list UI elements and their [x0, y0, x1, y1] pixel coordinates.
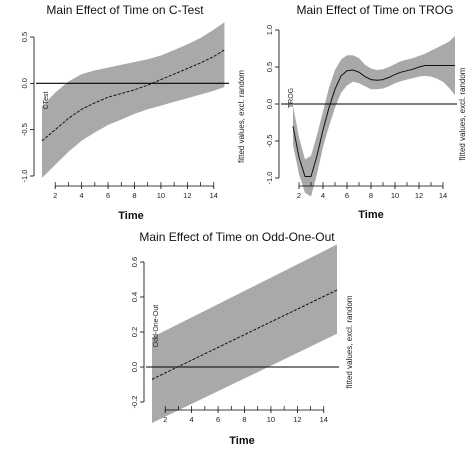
x-tick-label: 10 [391, 191, 399, 200]
panel-1: Main Effect of Time on C-Test -1.0 -0.5 0.0… [20, 3, 246, 222]
x-tick-label: 6 [345, 191, 349, 200]
y-tick-label: 0.5 [265, 62, 274, 72]
y-tick-label: 0.0 [265, 99, 274, 109]
x-tick-label: 14 [210, 191, 218, 200]
fitted-line [292, 65, 455, 177]
x-tick-label: 2 [297, 191, 301, 200]
x-tick-label: 2 [53, 191, 57, 200]
x-tick-label: 10 [267, 415, 275, 424]
y-tick-label: 0.0 [20, 78, 29, 88]
confidence-band [42, 22, 225, 178]
x-tick-label: 4 [321, 191, 325, 200]
panel-3: Main Effect of Time on Odd-One-Out -0.2 0.… [130, 230, 354, 447]
x-tick-label: 4 [80, 191, 84, 200]
y-tick-label: -0.5 [265, 135, 274, 148]
y-axis-label: CTest [43, 92, 50, 110]
confidence-band [293, 35, 455, 197]
y-axis-label: TROG [288, 88, 295, 108]
x-tick-label: 8 [132, 191, 136, 200]
y-tick-label: 0.6 [130, 257, 139, 267]
x-axis-label: Time [358, 209, 383, 221]
y-tick-label: 1.0 [265, 25, 274, 35]
x-axis-label: Time [118, 210, 143, 222]
x-tick-label: 6 [216, 415, 220, 424]
x-tick-label: 8 [369, 191, 373, 200]
side-label: fitted values, excl. random [237, 70, 246, 163]
x-tick-label: 10 [157, 191, 165, 200]
x-tick-label: 2 [163, 415, 167, 424]
x-tick-label: 14 [439, 191, 447, 200]
x-tick-label: 12 [293, 415, 301, 424]
x-tick-label: 6 [106, 191, 110, 200]
x-axis-label: Time [229, 435, 254, 447]
x-tick-label: 12 [415, 191, 423, 200]
chart-title: Main Effect of Time on C-Test [46, 3, 204, 17]
y-tick-label: 0.4 [130, 292, 139, 302]
y-tick-label: -0.5 [20, 123, 29, 136]
side-label: fitted values, excl. random [345, 295, 354, 388]
x-tick-label: 4 [190, 415, 194, 424]
chart-title: Main Effect of Time on TROG [297, 3, 454, 17]
x-tick-label: 8 [242, 415, 246, 424]
y-tick-label: 0.5 [20, 32, 29, 42]
chart-title: Main Effect of Time on Odd-One-Out [139, 230, 335, 244]
fitted-line [151, 289, 338, 380]
panel-2: Main Effect of Time on TROG -1.0 -0.5 0.0 0.… [265, 3, 467, 221]
y-axis-label: Odd-One-Out [153, 305, 160, 347]
y-tick-label: -0.2 [130, 396, 139, 409]
confidence-band [152, 244, 337, 423]
fitted-line [41, 49, 225, 142]
y-tick-label: 0.2 [130, 327, 139, 337]
y-tick-label: -1.0 [20, 170, 29, 183]
side-label: fitted values, excl. random [458, 67, 467, 160]
x-tick-label: 14 [320, 415, 328, 424]
x-tick-label: 12 [183, 191, 191, 200]
y-tick-label: 0.0 [130, 362, 139, 372]
y-tick-label: -1.0 [265, 172, 274, 185]
